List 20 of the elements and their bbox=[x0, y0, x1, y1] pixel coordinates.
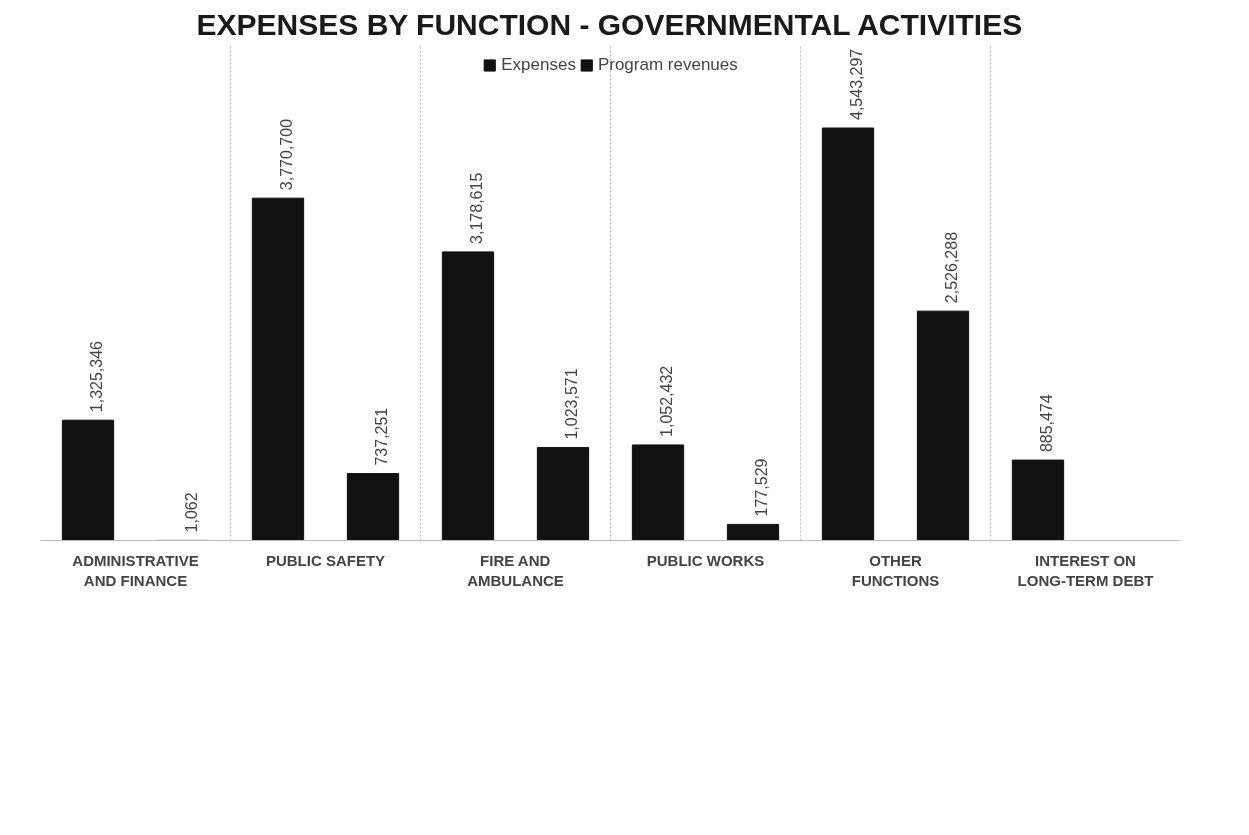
data-label: 885,474 bbox=[1038, 394, 1055, 453]
x-tick-label: PUBLIC SAFETY bbox=[265, 551, 386, 569]
chart-title: EXPENSES BY FUNCTION - GOVERNMENTAL ACTIVITIES bbox=[196, 7, 1023, 41]
data-label: 1,023,571 bbox=[563, 368, 580, 440]
data-label: 4,543,297 bbox=[848, 48, 865, 120]
data-label: 2,526,288 bbox=[943, 231, 960, 304]
data-label: 1,062 bbox=[183, 492, 200, 533]
x-tick-label: ADMINISTRATIVE AND FINANCE bbox=[72, 551, 199, 589]
legend-label: Program revenues bbox=[597, 55, 738, 75]
data-label: 3,178,615 bbox=[468, 172, 485, 244]
data-label: 3,770,700 bbox=[278, 118, 295, 191]
legend-label: Expenses bbox=[501, 55, 576, 75]
x-tick-label: PUBLIC WORKS bbox=[646, 551, 765, 569]
data-label: 737,251 bbox=[373, 407, 390, 466]
x-tick-label: INTEREST ON LONG-TERM DEBT bbox=[1017, 551, 1154, 589]
data-label: 177,529 bbox=[753, 458, 770, 517]
data-label: 1,052,432 bbox=[658, 365, 675, 437]
x-tick-label: OTHER FUNCTIONS bbox=[851, 551, 940, 589]
data-label: 1,325,346 bbox=[88, 340, 105, 413]
x-tick-label: FIRE AND AMBULANCE bbox=[467, 551, 564, 589]
